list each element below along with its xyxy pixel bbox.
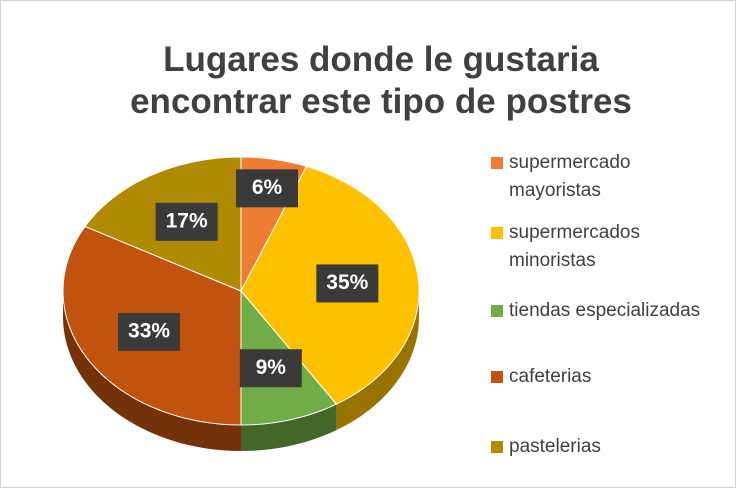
slice-side bbox=[241, 404, 337, 451]
legend-swatch bbox=[491, 227, 503, 239]
legend-label: pastelerias bbox=[509, 436, 601, 457]
legend-item: cafeterias bbox=[491, 363, 731, 391]
label-box bbox=[239, 349, 302, 388]
legend-swatch bbox=[491, 305, 503, 317]
legend-label: supermercados minoristas bbox=[509, 222, 640, 271]
label-box bbox=[118, 312, 181, 351]
legend-item: supermercados minoristas bbox=[491, 219, 731, 275]
data-label: 9% bbox=[256, 356, 287, 379]
label-box bbox=[316, 264, 379, 303]
legend-swatch bbox=[491, 371, 503, 383]
legend-item: tiendas especializadas bbox=[491, 297, 731, 325]
legend-swatch bbox=[491, 441, 503, 453]
legend-label: cafeterias bbox=[509, 366, 592, 387]
label-box bbox=[155, 202, 218, 241]
legend-label: tiendas especializadas bbox=[509, 300, 701, 321]
data-label: 17% bbox=[166, 209, 208, 232]
slice-side bbox=[63, 291, 241, 451]
slice-side bbox=[336, 291, 419, 431]
data-label: 33% bbox=[128, 319, 170, 342]
legend-item: pastelerias bbox=[491, 433, 731, 461]
chart-title: Lugares donde le gustaria encontrar este… bbox=[130, 40, 632, 121]
data-label: 35% bbox=[326, 271, 368, 294]
legend-swatch bbox=[491, 157, 503, 169]
pie-area: 6% 35% 9% 33% 17% bbox=[62, 156, 420, 451]
label-box bbox=[236, 169, 299, 208]
legend-item: supermercado mayoristas bbox=[491, 149, 731, 205]
data-label: 6% bbox=[252, 176, 283, 199]
legend-label: supermercado mayoristas bbox=[509, 152, 631, 201]
